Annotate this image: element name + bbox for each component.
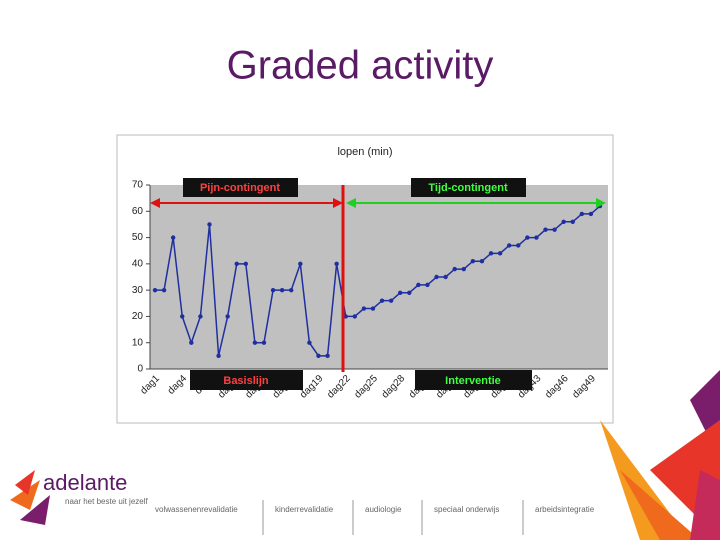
data-point — [352, 314, 357, 319]
data-point — [425, 282, 430, 288]
data-point — [334, 261, 339, 267]
annotation: Tijd-contingent — [428, 182, 508, 194]
annotation: Basislijn — [223, 375, 269, 387]
footer-link: audiologie — [365, 505, 402, 514]
data-point — [398, 290, 403, 295]
data-point — [379, 298, 385, 303]
data-point — [180, 314, 185, 319]
data-point — [343, 314, 348, 319]
label-box — [183, 178, 298, 197]
data-point — [279, 287, 285, 293]
data-point — [216, 353, 221, 359]
data-point — [252, 340, 258, 345]
data-point — [361, 306, 367, 311]
data-point — [570, 219, 575, 224]
data-point — [534, 235, 539, 240]
data-point — [416, 282, 421, 288]
footer-link: arbeidsintegratie — [535, 505, 595, 514]
data-point — [325, 353, 330, 359]
data-point — [161, 287, 167, 293]
brand: adelante — [43, 470, 127, 495]
y-tick-label: 30 — [132, 285, 144, 296]
data-point — [497, 251, 503, 256]
y-tick-label: 20 — [132, 311, 144, 322]
label-box — [415, 370, 532, 390]
data-point — [370, 306, 376, 311]
data-point — [307, 340, 312, 345]
data-point — [479, 259, 485, 264]
y-tick-label: 0 — [137, 364, 143, 375]
data-point — [225, 314, 230, 319]
data-point — [243, 261, 249, 267]
data-point — [443, 274, 448, 280]
label-box — [411, 178, 526, 197]
data-point — [461, 266, 466, 272]
arrowhead — [150, 198, 160, 208]
data-point — [170, 235, 176, 240]
data-point — [506, 243, 512, 248]
logo — [10, 470, 50, 525]
data-point — [561, 219, 566, 224]
data-point — [525, 235, 530, 240]
tagline: naar het beste uit jezelf — [65, 497, 148, 506]
slide-title: Graded activity — [227, 44, 494, 88]
data-point — [298, 261, 303, 267]
data-point — [234, 261, 239, 267]
data-point — [189, 340, 194, 345]
data-point — [434, 274, 439, 280]
data-point — [198, 314, 203, 319]
y-tick-label: 10 — [132, 337, 144, 348]
annotation: Pijn-contingent — [200, 182, 280, 194]
annotation: Interventie — [445, 375, 501, 387]
data-point — [452, 266, 457, 272]
data-point — [488, 251, 494, 256]
arrowhead — [333, 198, 343, 208]
decoration — [600, 370, 720, 540]
y-tick-label: 50 — [132, 232, 144, 243]
footer-link: kinderrevalidatie — [275, 505, 334, 514]
data-point — [543, 227, 548, 232]
data-point — [207, 222, 212, 227]
data-point — [552, 227, 557, 232]
footer-links: volwassenenrevalidatie kinderrevalidatie a… — [155, 500, 595, 535]
data-point — [388, 298, 394, 303]
data-point — [470, 259, 476, 264]
label-box — [190, 370, 303, 390]
y-tick-label: 60 — [132, 206, 144, 217]
y-tick-label: 40 — [132, 258, 144, 269]
data-point — [289, 287, 294, 293]
data-point — [407, 290, 412, 295]
data-point — [316, 353, 321, 359]
data-point — [579, 211, 585, 217]
arrowhead — [346, 198, 356, 208]
data-point — [261, 340, 267, 345]
plot-area — [150, 185, 608, 369]
data-point — [516, 243, 521, 248]
chart-title: lopen (min) — [337, 146, 392, 158]
footer-link: volwassenenrevalidatie — [155, 505, 238, 514]
footer-link: speciaal onderwijs — [434, 505, 499, 514]
data-point — [270, 287, 276, 293]
data-point — [588, 211, 594, 217]
data-point — [152, 287, 158, 293]
y-tick-label: 70 — [132, 180, 144, 191]
arrowhead — [596, 198, 606, 208]
